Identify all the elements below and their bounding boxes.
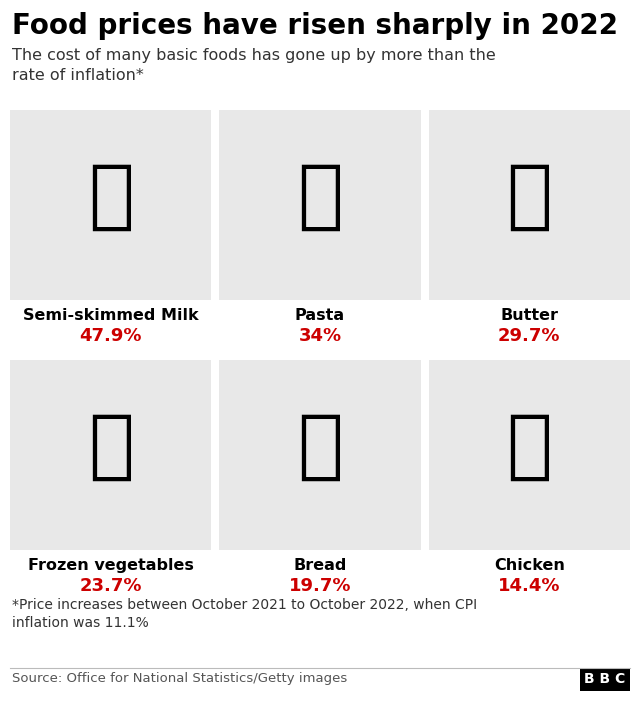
Text: Pasta: Pasta [295, 308, 345, 323]
Text: 🧈: 🧈 [506, 160, 552, 234]
Text: 14.4%: 14.4% [498, 577, 561, 595]
Text: 🍝: 🍝 [297, 160, 343, 234]
FancyBboxPatch shape [220, 110, 420, 300]
Text: 19.7%: 19.7% [289, 577, 351, 595]
Text: 🐔: 🐔 [506, 410, 552, 484]
Text: Frozen vegetables: Frozen vegetables [28, 558, 194, 573]
Text: B B C: B B C [584, 672, 626, 686]
Text: Semi-skimmed Milk: Semi-skimmed Milk [23, 308, 198, 323]
Text: 🍞: 🍞 [297, 410, 343, 484]
Text: Food prices have risen sharply in 2022: Food prices have risen sharply in 2022 [12, 12, 618, 40]
FancyBboxPatch shape [580, 669, 630, 691]
FancyBboxPatch shape [10, 360, 211, 550]
Text: 🥦: 🥦 [88, 410, 134, 484]
Text: The cost of many basic foods has gone up by more than the
rate of inflation*: The cost of many basic foods has gone up… [12, 48, 496, 83]
Text: 47.9%: 47.9% [79, 327, 142, 345]
Text: Chicken: Chicken [494, 558, 564, 573]
FancyBboxPatch shape [220, 360, 420, 550]
Text: 29.7%: 29.7% [498, 327, 561, 345]
Text: 🥛: 🥛 [88, 160, 134, 234]
FancyBboxPatch shape [10, 110, 211, 300]
Text: 23.7%: 23.7% [79, 577, 142, 595]
FancyBboxPatch shape [429, 360, 630, 550]
FancyBboxPatch shape [429, 110, 630, 300]
Text: *Price increases between October 2021 to October 2022, when CPI
inflation was 11: *Price increases between October 2021 to… [12, 598, 477, 630]
Text: Source: Office for National Statistics/Getty images: Source: Office for National Statistics/G… [12, 672, 348, 685]
Text: Butter: Butter [500, 308, 558, 323]
Text: Bread: Bread [293, 558, 347, 573]
Text: 34%: 34% [298, 327, 342, 345]
